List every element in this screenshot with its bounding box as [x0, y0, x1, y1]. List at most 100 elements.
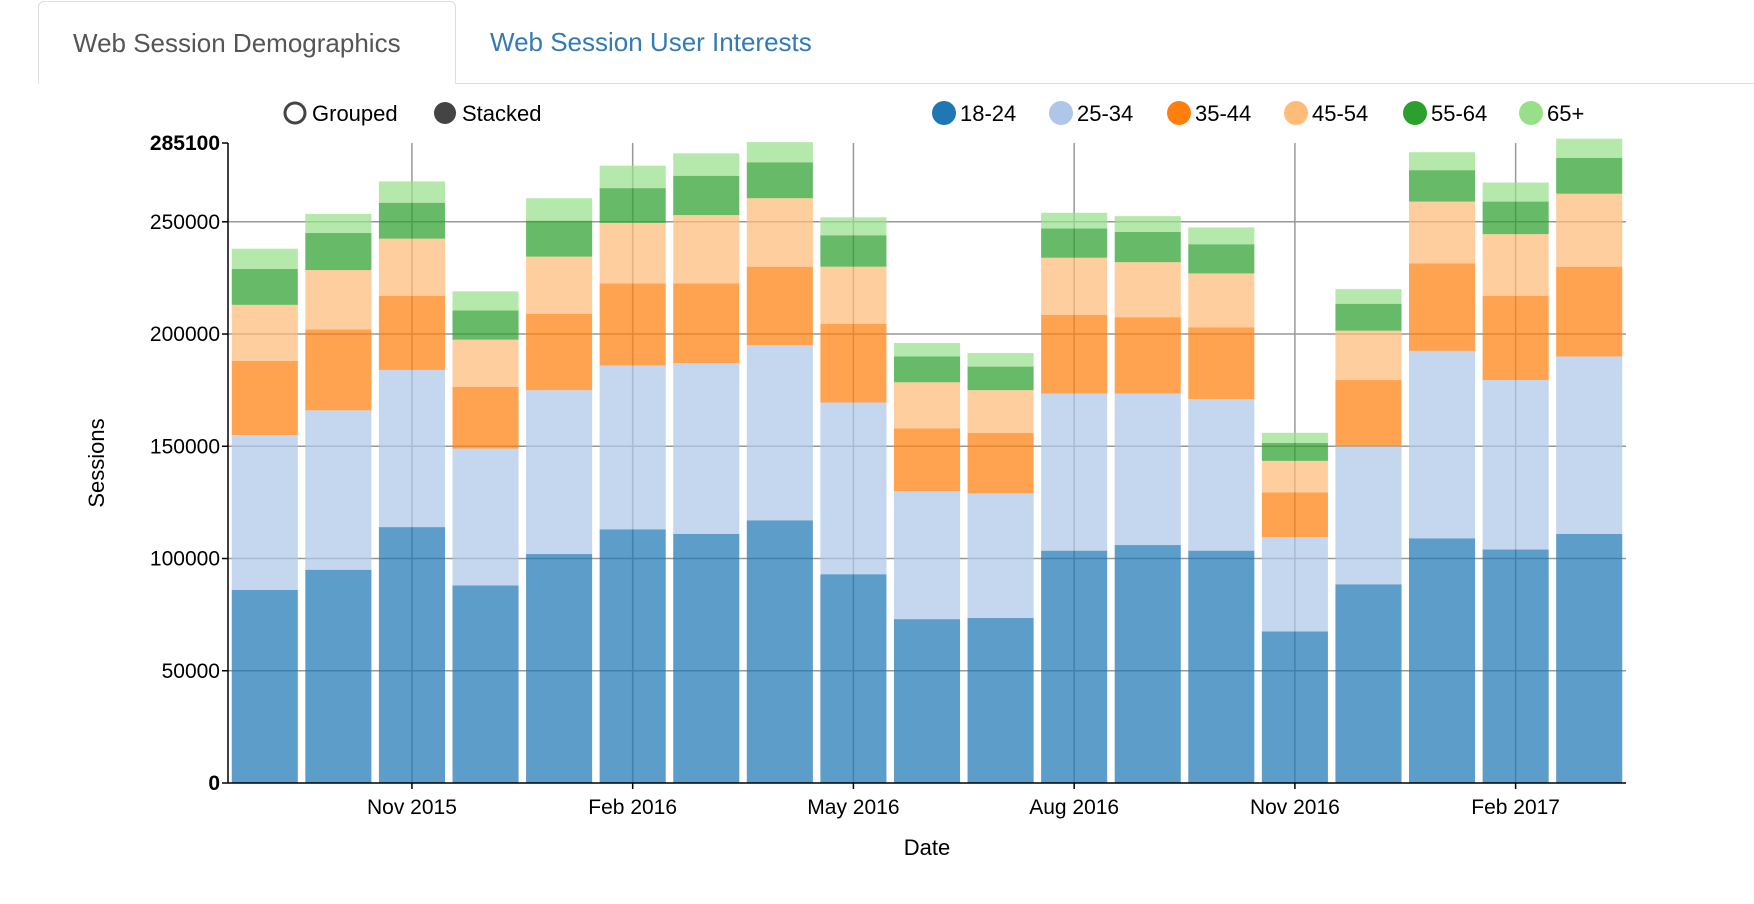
bar-45-54[interactable] — [599, 222, 666, 284]
bar-65plus[interactable] — [820, 217, 887, 236]
bar-35-44[interactable] — [1261, 492, 1328, 538]
radio-grouped-icon[interactable] — [283, 101, 307, 125]
bar-35-44[interactable] — [231, 360, 298, 436]
bar-35-44[interactable] — [820, 323, 887, 403]
bar-45-54[interactable] — [231, 304, 298, 361]
legend-item-55-64[interactable]: 55-64 — [1403, 101, 1487, 126]
bar-55-64[interactable] — [1261, 442, 1328, 461]
bar-25-34[interactable] — [305, 410, 372, 570]
bar-55-64[interactable] — [1409, 170, 1476, 202]
bar-55-64[interactable] — [1041, 228, 1108, 258]
legend-item-45-54[interactable]: 45-54 — [1284, 101, 1368, 126]
bar-55-64[interactable] — [673, 175, 740, 216]
bar-35-44[interactable] — [1041, 314, 1108, 394]
bar-65plus[interactable] — [231, 248, 298, 269]
bar-18-24[interactable] — [1409, 538, 1476, 783]
bar-25-34[interactable] — [893, 491, 961, 620]
bar-35-44[interactable] — [967, 432, 1034, 494]
bar-55-64[interactable] — [526, 220, 593, 257]
bar-65plus[interactable] — [1041, 212, 1108, 229]
bar-45-54[interactable] — [452, 339, 519, 387]
bar-65plus[interactable] — [746, 142, 813, 163]
bar-18-24[interactable] — [893, 619, 961, 783]
bar-45-54[interactable] — [1261, 460, 1328, 493]
bar-25-34[interactable] — [820, 402, 887, 575]
bar-25-34[interactable] — [1261, 537, 1328, 632]
bar-55-64[interactable] — [1188, 244, 1255, 274]
bar-35-44[interactable] — [1409, 263, 1476, 351]
bar-65plus[interactable] — [599, 165, 666, 189]
bar-45-54[interactable] — [1041, 257, 1108, 315]
bar-65plus[interactable] — [526, 198, 593, 221]
bar-65plus[interactable] — [893, 343, 961, 357]
bar-25-34[interactable] — [452, 448, 519, 586]
bar-25-34[interactable] — [746, 345, 813, 521]
bar-65plus[interactable] — [673, 153, 740, 176]
bar-35-44[interactable] — [452, 386, 519, 449]
legend-item-35-44[interactable]: 35-44 — [1167, 101, 1251, 126]
bar-45-54[interactable] — [967, 390, 1034, 433]
bar-55-64[interactable] — [967, 366, 1034, 391]
bar-45-54[interactable] — [378, 238, 445, 296]
bar-65plus[interactable] — [1114, 216, 1181, 232]
bar-55-64[interactable] — [1556, 157, 1623, 194]
bar-18-24[interactable] — [378, 527, 445, 783]
bar-35-44[interactable] — [1482, 295, 1549, 381]
legend-item-65plus[interactable]: 65+ — [1519, 101, 1584, 126]
bar-25-34[interactable] — [967, 493, 1034, 619]
bar-45-54[interactable] — [1114, 262, 1181, 318]
bar-55-64[interactable] — [893, 356, 961, 383]
bar-25-34[interactable] — [1556, 356, 1623, 534]
bar-25-34[interactable] — [599, 365, 666, 530]
bar-45-54[interactable] — [1335, 330, 1402, 381]
bar-55-64[interactable] — [820, 235, 887, 267]
bar-65plus[interactable] — [967, 353, 1034, 367]
bar-18-24[interactable] — [1482, 549, 1549, 783]
bar-55-64[interactable] — [1482, 201, 1549, 235]
bar-35-44[interactable] — [305, 329, 372, 411]
bar-18-24[interactable] — [1335, 584, 1402, 783]
bar-25-34[interactable] — [1482, 380, 1549, 550]
bar-65plus[interactable] — [1482, 182, 1549, 202]
bar-45-54[interactable] — [526, 256, 593, 314]
bar-55-64[interactable] — [599, 188, 666, 223]
bar-25-34[interactable] — [526, 390, 593, 555]
bar-35-44[interactable] — [1188, 327, 1255, 400]
tab-web-session-user-interests[interactable]: Web Session User Interests — [490, 27, 812, 57]
bar-35-44[interactable] — [1556, 266, 1623, 357]
bar-18-24[interactable] — [1556, 533, 1623, 783]
bar-45-54[interactable] — [305, 270, 372, 330]
bar-25-34[interactable] — [1114, 393, 1181, 546]
bar-45-54[interactable] — [893, 382, 961, 429]
tab-web-session-demographics[interactable]: Web Session Demographics — [38, 1, 456, 84]
bar-25-34[interactable] — [1188, 399, 1255, 551]
bar-55-64[interactable] — [378, 202, 445, 239]
bar-55-64[interactable] — [1114, 231, 1181, 263]
bar-45-54[interactable] — [1188, 273, 1255, 328]
bar-45-54[interactable] — [1556, 193, 1623, 267]
bar-18-24[interactable] — [452, 585, 519, 783]
bar-65plus[interactable] — [1261, 432, 1328, 443]
bar-65plus[interactable] — [1409, 152, 1476, 171]
legend-item-18-24[interactable]: 18-24 — [932, 101, 1016, 126]
bar-55-64[interactable] — [1335, 303, 1402, 331]
bar-35-44[interactable] — [746, 266, 813, 346]
bar-45-54[interactable] — [1482, 234, 1549, 296]
bar-65plus[interactable] — [378, 181, 445, 203]
bar-18-24[interactable] — [967, 618, 1034, 783]
bar-18-24[interactable] — [599, 529, 666, 783]
bar-45-54[interactable] — [673, 215, 740, 284]
bar-45-54[interactable] — [1409, 201, 1476, 264]
bar-45-54[interactable] — [820, 266, 887, 324]
bar-18-24[interactable] — [673, 533, 740, 783]
bar-18-24[interactable] — [231, 589, 298, 783]
bar-65plus[interactable] — [305, 213, 372, 234]
mode-option-stacked[interactable]: Stacked — [434, 101, 542, 126]
bar-55-64[interactable] — [231, 268, 298, 305]
bar-55-64[interactable] — [746, 162, 813, 199]
mode-option-grouped[interactable]: Grouped — [283, 101, 398, 126]
bar-35-44[interactable] — [526, 313, 593, 391]
bar-25-34[interactable] — [378, 369, 445, 528]
legend-item-25-34[interactable]: 25-34 — [1049, 101, 1133, 126]
bar-35-44[interactable] — [1335, 380, 1402, 447]
